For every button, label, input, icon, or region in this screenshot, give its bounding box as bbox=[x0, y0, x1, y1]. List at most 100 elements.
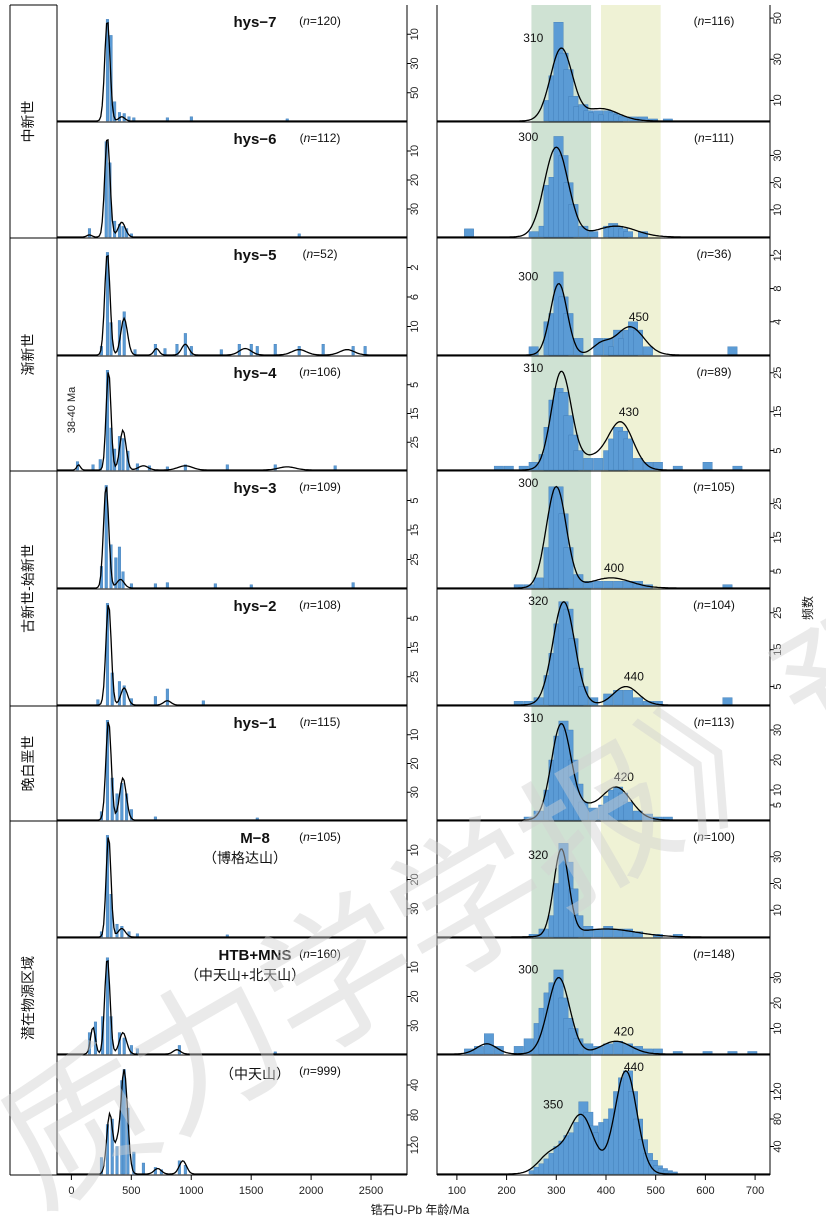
right-bar-7-8 bbox=[583, 926, 594, 938]
left-kde-curve-2 bbox=[57, 254, 407, 356]
right-bar-6-1 bbox=[533, 810, 544, 821]
sample-name-1: hys−6 bbox=[234, 131, 277, 148]
left-xtick-label-5: 2500 bbox=[359, 1185, 383, 1197]
left-xtick-label-1: 500 bbox=[122, 1185, 140, 1197]
left-count-n-0: n bbox=[303, 14, 310, 28]
left-bar-2-1 bbox=[105, 252, 109, 356]
right-ytick-label-4-1: 15 bbox=[772, 531, 784, 543]
left-ytick-label-9-1: 80 bbox=[409, 1109, 421, 1121]
right-count-7: (n=100) bbox=[693, 830, 735, 844]
left-bar-7-4 bbox=[120, 926, 124, 938]
peak-label-5-0: 320 bbox=[528, 594, 548, 608]
right-ytick-label-3-1: 15 bbox=[772, 406, 784, 418]
right-bar-4-7 bbox=[563, 547, 574, 589]
peak-label-2-0: 300 bbox=[518, 270, 538, 284]
left-bar-9-7 bbox=[132, 1151, 136, 1175]
right-count-n-3: n bbox=[700, 365, 707, 379]
right-bar-8-4 bbox=[513, 1046, 524, 1055]
right-ytick-label-6-2: 20 bbox=[772, 754, 784, 766]
right-ytick-label-1-1: 20 bbox=[772, 177, 784, 189]
right-count-value-2: =36 bbox=[707, 247, 728, 261]
left-ytick-label-2-0: 2 bbox=[409, 264, 421, 270]
left-count-n-3: n bbox=[303, 365, 310, 379]
right-bar-2-14 bbox=[633, 329, 643, 356]
left-xtick-label-4: 2000 bbox=[299, 1185, 323, 1197]
right-bar-5-14 bbox=[623, 690, 633, 706]
right-kde-curve-2 bbox=[437, 282, 770, 356]
right-bar-8-5 bbox=[523, 1038, 534, 1055]
right-bar-8-16 bbox=[593, 1046, 604, 1055]
left-bar-8-3 bbox=[105, 957, 109, 1055]
left-kde-curve-7 bbox=[57, 837, 407, 938]
sample-name-4: hys−3 bbox=[234, 480, 277, 497]
left-count-3: (n=106) bbox=[299, 365, 341, 379]
right-count-n-7: n bbox=[697, 830, 704, 844]
right-bar-5-15 bbox=[633, 697, 643, 706]
right-ytick-label-6-0: 5 bbox=[772, 802, 784, 808]
y-axis-label: 频数 bbox=[800, 596, 815, 620]
right-bar-4-12 bbox=[613, 581, 624, 589]
left-kde-curve-4 bbox=[57, 486, 407, 589]
right-ytick-label-9-1: 80 bbox=[772, 1113, 784, 1125]
left-count-value-2: =52 bbox=[313, 247, 334, 261]
right-bar-2-5 bbox=[563, 313, 574, 356]
right-bar-1-8 bbox=[568, 204, 579, 238]
right-bar-3-3 bbox=[528, 462, 539, 471]
right-ytick-label-4-2: 25 bbox=[772, 498, 784, 510]
left-ytick-label-4-1: 15 bbox=[409, 524, 421, 536]
right-bar-6-16 bbox=[623, 801, 633, 821]
left-count-5: (n=108) bbox=[299, 598, 341, 612]
right-count-n-5: n bbox=[697, 598, 704, 612]
left-ytick-label-6-1: 20 bbox=[409, 757, 421, 769]
right-kde-curve-3 bbox=[437, 370, 770, 471]
right-count-n-1: n bbox=[698, 131, 705, 145]
left-bar-9-3 bbox=[115, 1146, 119, 1175]
right-count-6: (n=113) bbox=[694, 715, 735, 729]
right-count-value-5: =104 bbox=[704, 598, 731, 612]
period-label-3: 晚白垩世 bbox=[20, 736, 36, 792]
right-bar-0-15 bbox=[618, 116, 629, 122]
left-bar-3-7 bbox=[121, 438, 125, 471]
left-bar-5-7 bbox=[165, 688, 169, 706]
left-ytick-label-0-0: 10 bbox=[409, 28, 421, 40]
peak-label-9-0: 350 bbox=[543, 1097, 563, 1111]
peak-label-5-1: 440 bbox=[624, 670, 644, 684]
right-bar-3-13 bbox=[593, 458, 604, 471]
right-ytick-label-3-2: 25 bbox=[772, 367, 784, 379]
left-ytick-label-6-2: 30 bbox=[409, 786, 421, 798]
left-xtick-label-0: 0 bbox=[68, 1185, 74, 1197]
left-age-note: 38-40 Ma bbox=[66, 386, 78, 433]
right-bar-3-19 bbox=[633, 458, 643, 471]
left-count-value-4: =109 bbox=[310, 480, 337, 494]
right-ytick-label-2-0: 4 bbox=[772, 319, 784, 325]
shaded-range-1 bbox=[601, 5, 661, 1175]
left-count-value-3: =106 bbox=[310, 365, 337, 379]
left-count-n-1: n bbox=[304, 131, 311, 145]
right-ytick-label-7-2: 30 bbox=[772, 851, 784, 863]
left-count-n-8: n bbox=[303, 947, 310, 961]
right-count-value-8: =148 bbox=[704, 947, 731, 961]
left-kde-curve-3 bbox=[57, 372, 407, 471]
peak-label-0-0: 310 bbox=[523, 31, 543, 45]
right-xtick-label-6: 700 bbox=[746, 1185, 764, 1197]
period-label-0: 中新世 bbox=[20, 101, 36, 143]
left-ytick-label-7-1: 20 bbox=[409, 873, 421, 885]
right-bar-8-17 bbox=[603, 1043, 614, 1055]
right-ytick-label-8-0: 10 bbox=[772, 1022, 784, 1034]
left-kde-curve-8 bbox=[57, 960, 407, 1055]
right-count-value-1: =111 bbox=[705, 131, 731, 145]
right-bar-4-2 bbox=[533, 577, 544, 589]
right-bar-1-15 bbox=[623, 231, 633, 238]
left-ytick-label-8-2: 30 bbox=[409, 1020, 421, 1032]
right-bar-1-1 bbox=[528, 231, 539, 238]
right-bar-0-4 bbox=[563, 69, 574, 122]
left-count-value-6: =115 bbox=[310, 715, 336, 729]
left-bar-2-15 bbox=[273, 344, 277, 356]
right-count-n-6: n bbox=[698, 715, 705, 729]
right-ytick-label-9-2: 120 bbox=[772, 1082, 784, 1100]
left-ytick-label-5-0: 5 bbox=[409, 615, 421, 621]
right-kde-curve-7 bbox=[437, 848, 770, 938]
left-bar-1-5 bbox=[121, 226, 125, 238]
peak-label-3-0: 310 bbox=[523, 361, 543, 375]
